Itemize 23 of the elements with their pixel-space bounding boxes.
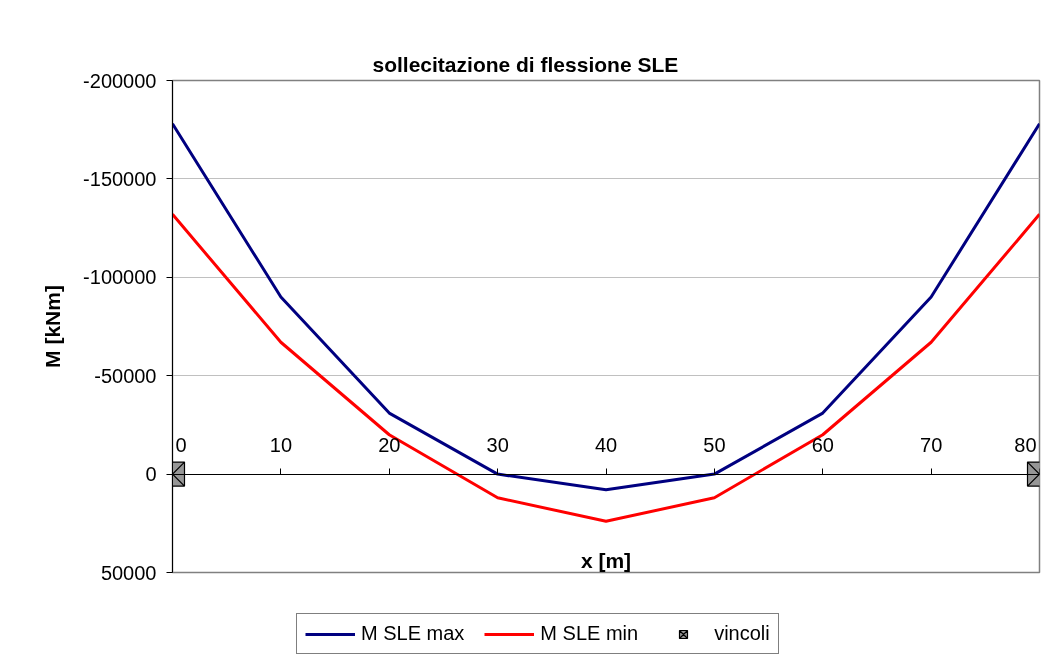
legend-label: vincoli bbox=[714, 622, 770, 645]
y-tick-label: -200000 bbox=[83, 69, 157, 92]
x-tick-label: 40 bbox=[594, 434, 618, 457]
x-tick-label: 0 bbox=[175, 434, 187, 457]
y-tick-label: -100000 bbox=[83, 266, 157, 289]
line-series bbox=[172, 122, 1040, 492]
legend-label: M SLE max bbox=[361, 622, 465, 645]
x-tick-label: 70 bbox=[920, 434, 943, 457]
y-tick-label: 0 bbox=[145, 463, 157, 486]
x-tick-label: 50 bbox=[703, 434, 726, 457]
x-tick-label: 20 bbox=[378, 434, 401, 457]
y-tick-label: 50000 bbox=[100, 561, 157, 584]
x-axis-title: x [m] bbox=[580, 548, 632, 572]
line-series bbox=[172, 212, 1040, 523]
x-tick-label: 10 bbox=[269, 434, 292, 457]
x-tick-label: 80 bbox=[1014, 434, 1037, 457]
y-tick-label: -150000 bbox=[83, 167, 157, 190]
x-tick-label: 30 bbox=[486, 434, 509, 457]
y-tick-label: -50000 bbox=[94, 364, 157, 387]
legend-label: M SLE min bbox=[540, 622, 639, 645]
chart-title: sollecitazione di flessione SLE bbox=[372, 52, 679, 76]
x-tick-label: 60 bbox=[811, 434, 834, 457]
y-axis-title: M [kNm] bbox=[41, 285, 65, 368]
